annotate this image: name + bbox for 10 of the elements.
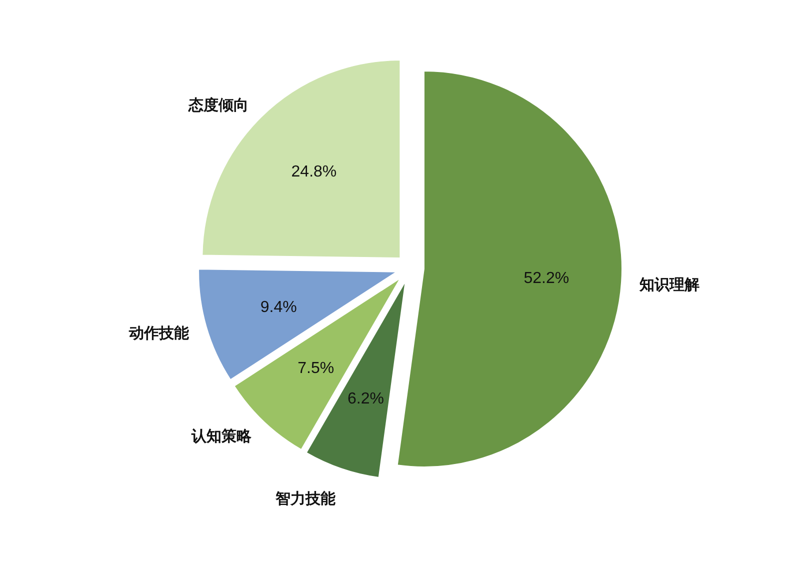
data-label: 52.2% <box>524 270 570 288</box>
slice-label: 认知策略 <box>190 428 253 445</box>
data-label: 7.5% <box>298 360 334 378</box>
data-label: 6.2% <box>348 390 384 408</box>
data-label: 9.4% <box>260 298 297 316</box>
slice-label: 动作技能 <box>128 324 190 342</box>
slice-label: 智力技能 <box>274 490 337 508</box>
data-label: 24.8% <box>291 164 337 181</box>
slice-label: 知识理解 <box>638 276 700 294</box>
slice-label: 态度倾向 <box>188 96 249 114</box>
